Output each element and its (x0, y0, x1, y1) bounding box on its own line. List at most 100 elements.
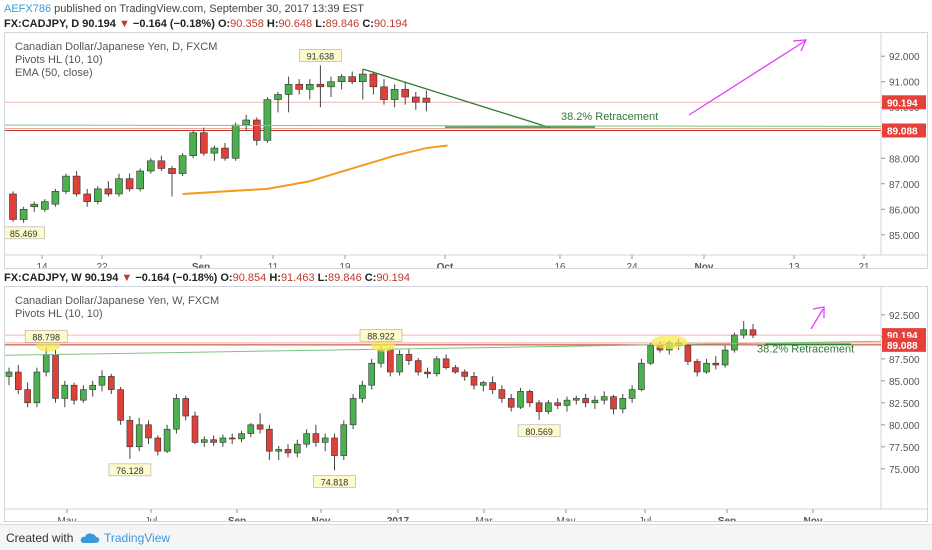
candle-body (489, 382, 496, 390)
candle-body (72, 175, 81, 195)
candle-body (470, 376, 478, 386)
candle-body (274, 94, 282, 100)
candle-body (247, 424, 255, 434)
x-tick-label: 2017 (387, 516, 410, 521)
pivot-label: 88.798 (32, 332, 60, 342)
candle-body (9, 193, 17, 220)
pivot-label: 74.818 (321, 477, 349, 487)
y-tick-label: 77.500 (889, 443, 920, 454)
last-price-tag-bg (882, 95, 926, 110)
x-tick-label: Mar (475, 516, 493, 521)
candle-body (396, 354, 403, 373)
last-price-tag: 90.194 (887, 98, 918, 109)
candle-body (178, 155, 187, 174)
x-tick-label: Nov (695, 262, 714, 268)
candle-body (591, 399, 599, 404)
retracement-label: 38.2% Retracement (757, 344, 854, 356)
candle-body (619, 398, 627, 410)
level-price-tag-bg (882, 337, 926, 352)
daily-chart-panel[interactable]: 92.00091.00090.00089.00088.00087.00086.0… (2, 32, 928, 273)
trendline (362, 68, 551, 129)
highlight-ellipse (371, 339, 395, 352)
footer-bar: Created with TradingView (0, 524, 932, 550)
candle-body (117, 389, 124, 421)
high-daily: 90.648 (278, 18, 313, 30)
close-weekly: 90.194 (376, 272, 411, 284)
triangle-down-icon: ▼ (118, 18, 130, 30)
y-tick-label: 87.500 (889, 355, 920, 366)
arrow-head (812, 306, 825, 318)
open-weekly: 90.854 (232, 272, 267, 284)
candle-body (163, 428, 171, 452)
candle-body (61, 384, 69, 399)
x-tick-label: Sep (192, 262, 210, 268)
candle-body (19, 208, 28, 220)
symbol-weekly: FX:CADJPY, W (4, 272, 82, 284)
author-link[interactable]: AEFX786 (4, 3, 52, 15)
level-price-tag: 89.088 (887, 341, 918, 352)
candle-body (147, 160, 155, 172)
weekly-chart-svg[interactable]: 92.50090.00087.50085.00082.50080.00077.5… (4, 287, 927, 527)
candle-body (684, 345, 692, 362)
y-tick-label: 87.000 (889, 180, 920, 191)
l-label: L: (315, 18, 326, 30)
x-tick-label: Oct (437, 262, 454, 268)
candle-body (238, 433, 245, 440)
y-tick-label: 86.000 (889, 205, 920, 216)
pivot-tag-bg (313, 475, 356, 488)
candle-body (70, 384, 78, 401)
candle-body (610, 396, 617, 410)
candle-body (600, 396, 608, 401)
candle-body (535, 402, 543, 412)
c-label: C: (364, 272, 377, 284)
retracement-line (4, 124, 882, 127)
candle-body (210, 439, 217, 443)
candle-body (51, 191, 60, 205)
candle-body (638, 362, 645, 390)
candle-body (647, 345, 655, 364)
weekly-legend: Canadian Dollar/Japanese Yen, W, FXCM Pi… (15, 295, 219, 321)
pivot-label: 80.569 (525, 427, 553, 437)
candle-body (62, 175, 70, 192)
candle-body (256, 424, 264, 430)
candle-body (316, 83, 325, 88)
tradingview-link[interactable]: TradingView (104, 531, 171, 545)
retracement-label: 38.2% Retracement (561, 111, 658, 123)
candle-body (253, 119, 261, 141)
candle-body (563, 399, 571, 406)
low-daily: 89.846 (325, 18, 360, 30)
pivot-tag-bg (359, 329, 403, 342)
candle-body (452, 367, 459, 373)
x-tick-label: May (58, 516, 77, 521)
candle-body (358, 73, 367, 83)
l-label: L: (317, 272, 329, 284)
weekly-chart-panel[interactable]: 92.50090.00087.50085.00082.50080.00077.5… (4, 286, 928, 527)
candle-body (136, 170, 144, 190)
candle-body (401, 89, 410, 98)
high-weekly: 91.463 (280, 272, 315, 284)
candle-body (284, 449, 292, 454)
candle-body (135, 424, 143, 448)
candle-body (89, 384, 96, 390)
candle-body (380, 86, 388, 100)
created-with-text: Created with (6, 531, 74, 545)
arrow-head (792, 39, 808, 52)
level-price-tag-bg (882, 123, 926, 138)
candle-body (414, 360, 422, 373)
candle-body (498, 389, 506, 399)
x-tick-label: Sep (228, 516, 246, 521)
pivot-tag-bg (24, 330, 68, 343)
candle-body (295, 83, 304, 90)
change-daily: −0.164 (−0.18%) (132, 18, 215, 30)
pivot-label: 76.128 (116, 466, 144, 476)
candle-body (125, 178, 134, 190)
last-price-tag: 90.194 (887, 331, 918, 342)
candle-body (422, 97, 431, 103)
candle-body (293, 443, 301, 454)
x-tick-label: Jul (145, 516, 158, 521)
candle-body (424, 371, 431, 375)
daily-chart-svg[interactable]: 92.00091.00090.00089.00088.00087.00086.0… (2, 33, 927, 273)
x-tick-label: 13 (788, 262, 800, 268)
weekly-indicator-pivots: Pivots HL (10, 10) (15, 308, 103, 320)
candle-body (517, 391, 524, 408)
